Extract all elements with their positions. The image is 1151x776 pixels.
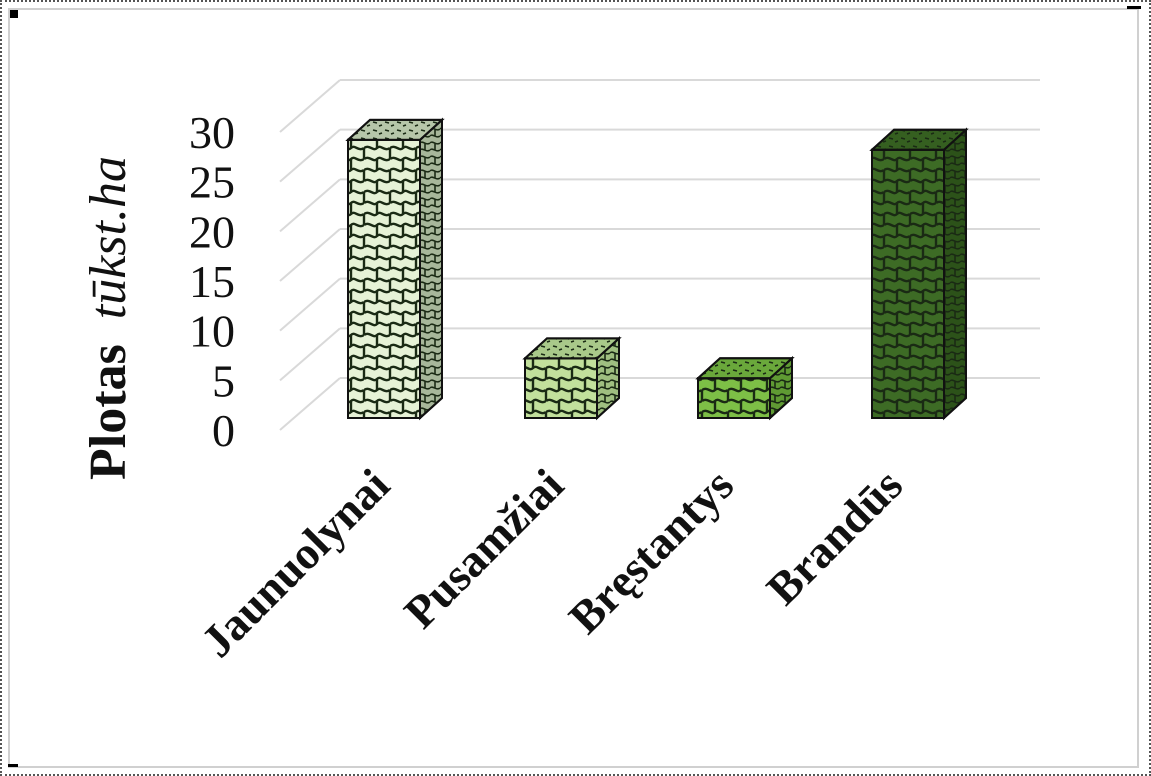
bar-front-texture [871, 148, 945, 420]
gridline-diagonal [279, 377, 341, 431]
corner-mark-top-left [10, 10, 18, 18]
bar-front-texture [697, 377, 771, 419]
y-axis-title-main: Plotas [80, 344, 137, 480]
x-category-label: Jaunuolynai [191, 459, 399, 667]
y-tick-label: 5 [212, 355, 235, 406]
gridline-diagonal [279, 228, 341, 282]
y-axis-title: Plotas tūkst.ha [80, 156, 137, 480]
gridline-diagonal [279, 79, 341, 133]
corner-mark-top-right [1127, 6, 1141, 9]
y-axis-title-unit: tūkst.ha [80, 156, 137, 319]
bar-side-texture [419, 117, 443, 421]
corner-mark-bottom-left [8, 764, 18, 767]
bar-brandūs [869, 127, 969, 421]
y-tick-label: 0 [212, 405, 235, 456]
gridline-diagonal [279, 128, 341, 183]
bars [345, 117, 969, 421]
y-tick-label: 25 [189, 157, 235, 208]
bar-bręstantys [695, 356, 795, 421]
bar-top-texture [522, 337, 622, 360]
y-tick-label: 15 [189, 256, 235, 307]
x-category-label: Pusamžiai [394, 459, 573, 638]
y-tick-label: 20 [189, 206, 235, 257]
gridline-diagonal [279, 277, 341, 332]
x-category-label: Brandūs [757, 459, 912, 614]
gridline-diagonal [279, 178, 341, 233]
x-category-label: Bręstantys [559, 459, 743, 643]
bar-top-texture [345, 118, 445, 141]
bar-jaunuolynai [345, 117, 445, 421]
bar-pusamžiai [522, 336, 622, 421]
gridline-diagonal [279, 327, 341, 382]
y-tick-label: 30 [189, 107, 235, 158]
bar-top-texture [869, 128, 969, 151]
bar-side-texture [943, 127, 967, 421]
bar-front-texture [347, 138, 421, 419]
bar-top-texture [695, 357, 795, 380]
y-tick-label: 10 [189, 306, 235, 357]
bar-front-texture [524, 357, 598, 419]
